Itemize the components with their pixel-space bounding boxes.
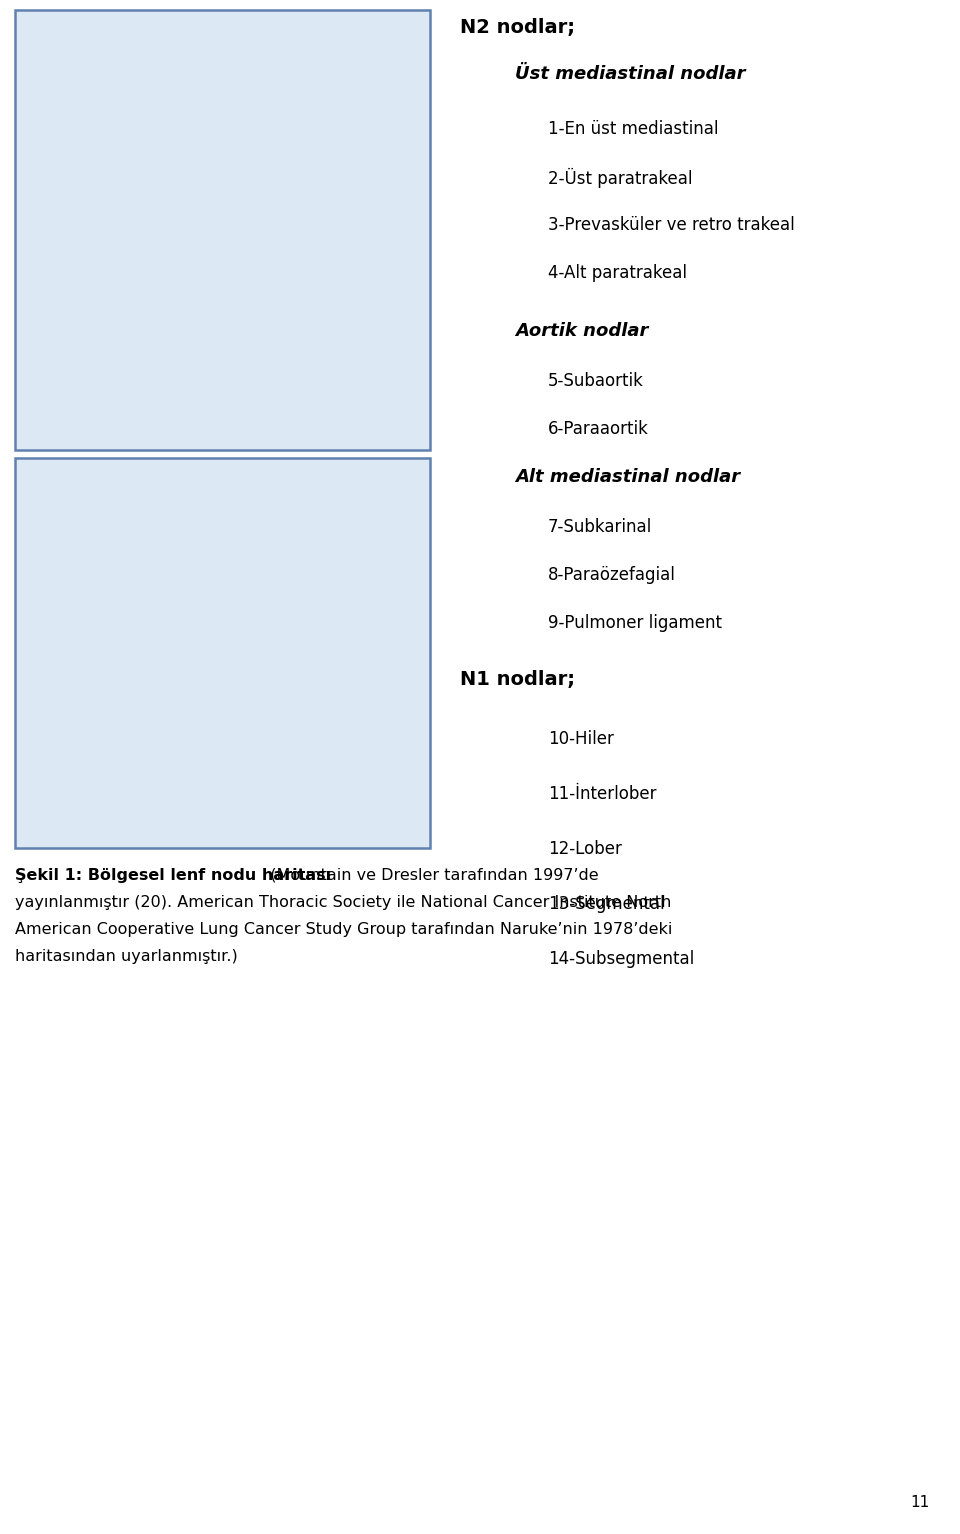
Text: 7-Subkarinal: 7-Subkarinal — [548, 518, 652, 535]
Text: 5-Subaortik: 5-Subaortik — [548, 373, 644, 390]
Text: 13-Segmental: 13-Segmental — [548, 894, 664, 913]
Text: 3-Prevasküler ve retro trakeal: 3-Prevasküler ve retro trakeal — [548, 216, 795, 235]
Text: American Cooperative Lung Cancer Study Group tarafından Naruke’nin 1978’deki: American Cooperative Lung Cancer Study G… — [15, 922, 672, 937]
Text: 12-Lober: 12-Lober — [548, 841, 622, 858]
Text: N1 nodlar;: N1 nodlar; — [460, 670, 575, 689]
Text: 9-Pulmoner ligament: 9-Pulmoner ligament — [548, 614, 722, 632]
Text: 11-İnterlober: 11-İnterlober — [548, 785, 657, 802]
Text: 6-Paraaortik: 6-Paraaortik — [548, 420, 649, 439]
Text: 4-Alt paratrakeal: 4-Alt paratrakeal — [548, 264, 687, 282]
Text: (Mountain ve Dresler tarafından 1997’de: (Mountain ve Dresler tarafından 1997’de — [260, 868, 599, 884]
Text: 11: 11 — [911, 1496, 930, 1509]
Text: yayınlanmıştır (20). American Thoracic Society ile National Cancer Institute Nor: yayınlanmıştır (20). American Thoracic S… — [15, 894, 671, 910]
Text: 1-En üst mediastinal: 1-En üst mediastinal — [548, 120, 718, 138]
Text: 2-Üst paratrakeal: 2-Üst paratrakeal — [548, 169, 692, 189]
FancyBboxPatch shape — [15, 459, 430, 848]
Text: haritasından uyarlanmıştır.): haritasından uyarlanmıştır.) — [15, 950, 238, 963]
Text: Aortik nodlar: Aortik nodlar — [515, 322, 648, 341]
Text: Üst mediastinal nodlar: Üst mediastinal nodlar — [515, 64, 746, 83]
Text: N2 nodlar;: N2 nodlar; — [460, 18, 575, 37]
FancyBboxPatch shape — [15, 11, 430, 449]
Text: Şekil 1: Bölgesel lenf nodu haritası: Şekil 1: Bölgesel lenf nodu haritası — [15, 868, 331, 884]
Text: 14-Subsegmental: 14-Subsegmental — [548, 950, 694, 968]
Text: 10-Hiler: 10-Hiler — [548, 730, 613, 749]
Text: Alt mediastinal nodlar: Alt mediastinal nodlar — [515, 468, 740, 486]
Text: 8-Paraözefagial: 8-Paraözefagial — [548, 566, 676, 584]
